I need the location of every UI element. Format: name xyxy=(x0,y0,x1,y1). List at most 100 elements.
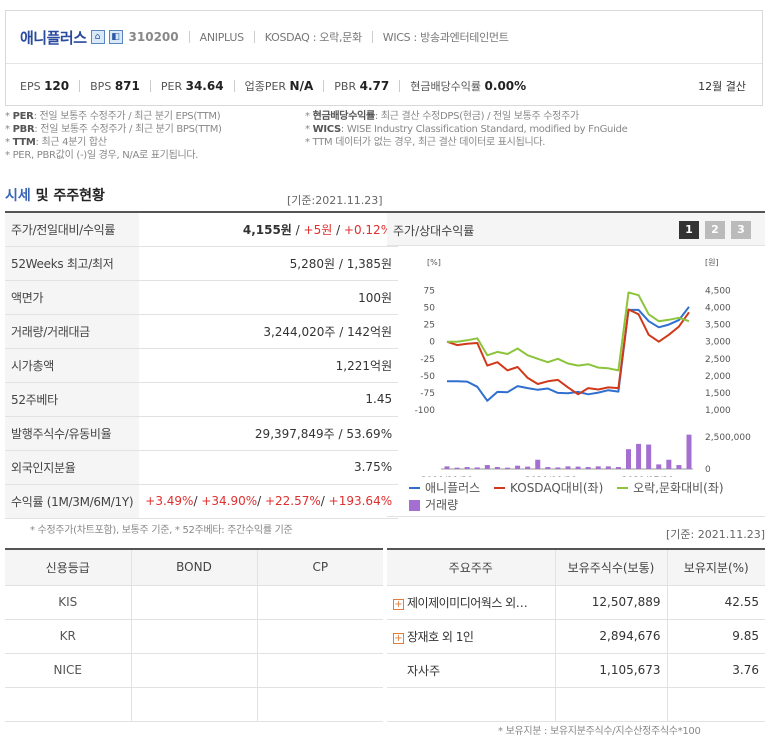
beta-label: 52주베타 xyxy=(5,382,140,417)
returns-label: 수익률 (1M/3M/6M/1Y) xyxy=(5,484,140,519)
table-row: 시가총액 1,221억원 xyxy=(5,348,399,383)
dividend-metric: 현금배당수익률 0.00% xyxy=(410,79,527,93)
chart-icon[interactable]: ◧ xyxy=(108,30,123,44)
price-line xyxy=(447,306,690,402)
price-label: 주가/전일대비/수익률 xyxy=(5,212,140,247)
section-title: 시세 및 주주현황 xyxy=(5,188,105,204)
bps-metric: BPS 871 xyxy=(90,79,140,93)
legend-volume-swatch xyxy=(409,499,420,511)
y-left-tick: -50 xyxy=(420,372,435,382)
wics-info: WICS : 방송과엔터테인먼트 xyxy=(382,31,509,44)
x-tick: 2021/07/30 xyxy=(622,476,674,477)
expand-icon[interactable]: + xyxy=(393,632,404,644)
col-holder: 주요주주 xyxy=(387,549,556,586)
chart-pager: 1 2 3 xyxy=(679,221,751,239)
x-tick: 2020/09/29 xyxy=(525,476,577,477)
y-left-tick: 0 xyxy=(429,338,435,348)
chart-page-3-button[interactable]: 3 xyxy=(731,221,751,239)
holder-name-cell[interactable]: + 장재호 외 1인 xyxy=(387,619,556,654)
chart-page-2-button[interactable]: 2 xyxy=(705,221,725,239)
empty-cell xyxy=(131,687,258,722)
volume-bar xyxy=(505,467,510,469)
note-dividend: * 현금배당수익률: 최근 결산 수정DPS(현금) / 전일 보통주 수정주가 xyxy=(305,111,579,122)
empty-cell xyxy=(667,687,765,722)
divider xyxy=(188,31,190,43)
volume-bar xyxy=(525,466,531,469)
volume-bar xyxy=(656,464,662,469)
divider xyxy=(79,80,81,92)
agency-cell: KIS xyxy=(5,585,132,620)
chart-title: 주가/상대수익률 xyxy=(393,224,475,238)
legend-kosdaq-swatch xyxy=(494,487,506,489)
shares-cell: 2,894,676 xyxy=(555,619,668,654)
par-value-label: 액면가 xyxy=(5,280,140,315)
volume-tick: 2,500,000 xyxy=(705,433,751,443)
home-icon[interactable]: ⌂ xyxy=(90,30,105,44)
holder-name-cell[interactable]: + 제이제이미디어웍스 외… xyxy=(387,585,556,620)
note-negative: * PER, PBR값이 (-)일 경우, N/A로 표기됩니다. xyxy=(5,150,199,161)
english-name: ANIPLUS xyxy=(199,30,244,44)
table-header-row: 주요주주 보유주식수(보통) 보유지분(%) xyxy=(387,549,765,586)
divider xyxy=(399,80,401,92)
volume-bar xyxy=(464,467,470,469)
major-holders-table: 주요주주 보유주식수(보통) 보유지분(%) + 제이제이미디어웍스 외… 12,… xyxy=(387,548,765,722)
pct-cell: 9.85 xyxy=(667,619,765,654)
table-row xyxy=(5,687,383,722)
empty-cell xyxy=(387,687,556,722)
legend-volume[interactable]: 거래량 xyxy=(409,497,458,514)
volume-bar xyxy=(454,467,460,469)
divider xyxy=(233,80,235,92)
foreign-label: 외국인지분율 xyxy=(5,450,140,485)
divider xyxy=(371,31,373,43)
metrics-row: EPS 120 BPS 871 PER 34.64 업종PER N/A PBR … xyxy=(20,77,746,95)
table-row: KIS xyxy=(5,585,383,620)
price-table: 주가/전일대비/수익률 4,155원 / +5원 / +0.12% 52Week… xyxy=(5,211,399,519)
empty-cell xyxy=(555,687,668,722)
legend-price[interactable]: 애니플러스 xyxy=(409,480,480,497)
volume-bar xyxy=(484,465,490,469)
col-bond: BOND xyxy=(131,549,258,586)
shares-value: 29,397,849주 / 53.69% xyxy=(139,416,399,451)
col-pct: 보유지분(%) xyxy=(667,549,765,586)
chart-panel: 주가/상대수익률 1 2 3 [%] [원] 75 50 25 0 -25 -50 -75 -10… xyxy=(387,211,765,517)
returns-value: +3.49%/ +34.90%/ +22.57%/ +193.64% xyxy=(139,484,399,519)
note-wics: * WICS: WISE Industry Classification Sta… xyxy=(305,124,628,135)
market-info: KOSDAQ : 오락,문화 xyxy=(264,31,362,44)
foreign-value: 3.75% xyxy=(139,450,399,485)
chart-page-1-button[interactable]: 1 xyxy=(679,221,699,239)
col-cp: CP xyxy=(257,549,383,586)
notes-left: * PER: 전일 보통주 수정주가 / 최근 분기 EPS(TTM) * PB… xyxy=(5,110,222,162)
base-date: [기준:2021.11.23] xyxy=(287,194,383,207)
volume-bar xyxy=(686,434,692,469)
volume-bar xyxy=(626,449,631,469)
par-value: 100원 xyxy=(139,280,399,315)
table-row: 발행주식수/유동비율 29,397,849주 / 53.69% xyxy=(5,416,399,451)
divider xyxy=(323,80,325,92)
shares-cell: 12,507,889 xyxy=(555,585,668,620)
company-name[interactable]: 애니플러스 xyxy=(20,28,87,47)
volume-bar xyxy=(575,466,581,469)
y-right-unit: [원] xyxy=(705,258,719,267)
notes-right: * 현금배당수익률: 최근 결산 수정DPS(현금) / 전일 보통주 수정주가… xyxy=(305,110,628,149)
table-row: 수익률 (1M/3M/6M/1Y) +3.49%/ +34.90%/ +22.5… xyxy=(5,484,399,519)
legend-kosdaq[interactable]: KOSDAQ대비(좌) xyxy=(494,480,603,497)
volume-tick: 0 xyxy=(705,465,711,475)
kosdaq-relative-line xyxy=(446,308,690,396)
cp-cell xyxy=(257,585,383,620)
holders-footnote: * 보유지분 : 보유지분주식수/지수산정주식수*100 xyxy=(498,726,701,737)
note-per: * PER: 전일 보통주 수정주가 / 최근 분기 EPS(TTM) xyxy=(5,111,221,122)
table-row: 52Weeks 최고/최저 5,280원 / 1,385원 xyxy=(5,246,399,281)
legend-culture[interactable]: 오락,문화대비(좌) xyxy=(617,480,724,497)
credit-rating-table: 신용등급 BOND CP KIS KR NICE xyxy=(5,548,383,722)
y-left-tick: 50 xyxy=(424,304,436,314)
price-footnote: * 수정주가(차트포함), 보통주 기준, * 52주베타: 주간수익률 기준 xyxy=(30,525,293,536)
volume-bar xyxy=(585,467,591,469)
table-row: 거래량/거래대금 3,244,020주 / 142억원 xyxy=(5,314,399,349)
volume-bar xyxy=(494,467,500,469)
table-row: + 장재호 외 1인 2,894,676 9.85 xyxy=(387,619,765,654)
volume-bar xyxy=(474,467,480,469)
y-right-tick: 3,000 xyxy=(705,338,731,348)
expand-icon[interactable]: + xyxy=(393,598,404,610)
pct-cell: 3.76 xyxy=(667,653,765,688)
table-row xyxy=(387,687,765,722)
